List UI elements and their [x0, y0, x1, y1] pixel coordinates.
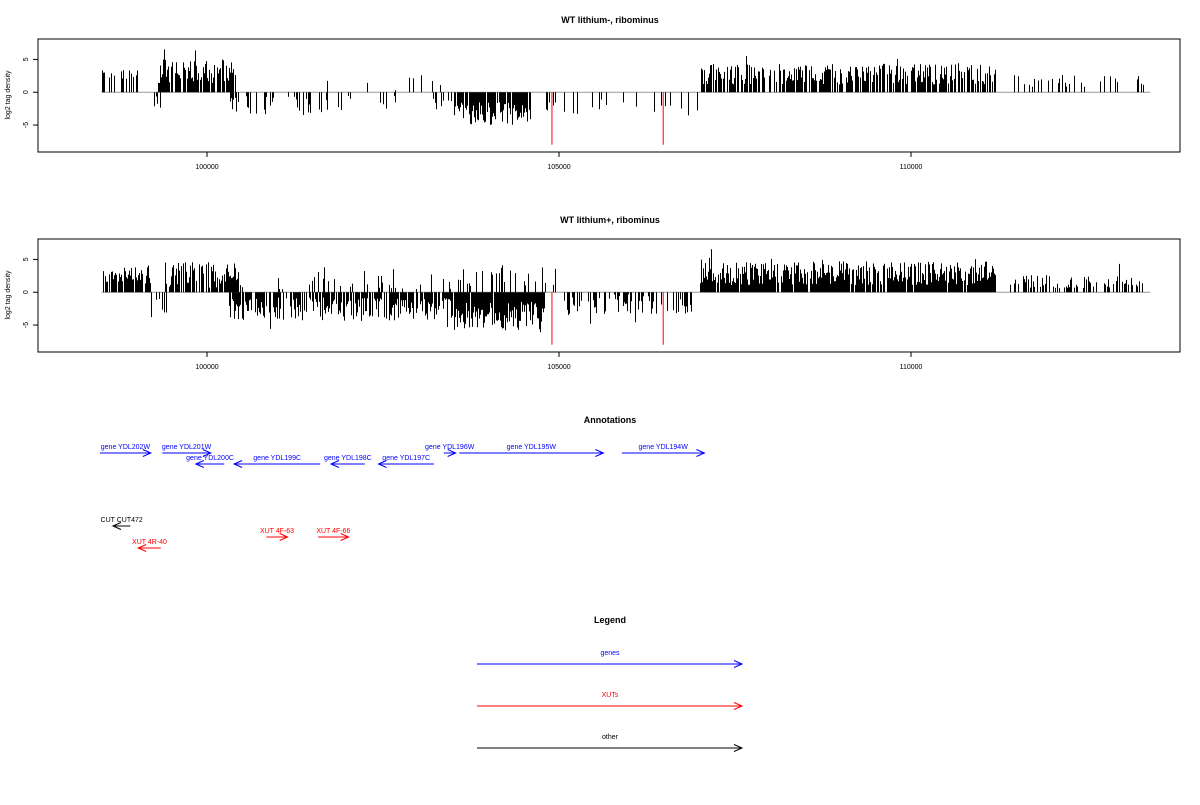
- annotation-arrow: [266, 533, 289, 541]
- annotations-section: Annotations gene YDL202W gene YDL201Wgene…: [100, 415, 706, 552]
- annotation-label: XUT 4R-40: [132, 539, 167, 546]
- y-axis: 5 0 -5: [23, 57, 38, 128]
- annotation-label: gene YDL200C: [186, 455, 234, 462]
- track-panel-lithium-plus: WT lithium+, ribominus 100000 105000 11000…: [5, 215, 1181, 371]
- y-tick-label: 5: [23, 257, 30, 261]
- x-tick-label: 110000: [900, 164, 923, 171]
- annotation-label: gene YDL198C: [324, 455, 372, 462]
- y-axis: 5 0 -5: [23, 257, 38, 328]
- annotation-items: gene YDL202W gene YDL201W gene YDL200C gene…: [100, 444, 706, 552]
- annotation-label: XUT 4F-66: [316, 528, 350, 535]
- y-tick-label: -5: [23, 322, 30, 328]
- annotation-arrow: [136, 544, 161, 552]
- annotation-label: gene YDL199C: [253, 455, 301, 462]
- annotation-arrow: [329, 460, 365, 468]
- annotation-arrow: [443, 449, 457, 457]
- plot-frame: [37, 38, 1181, 153]
- legend-label: other: [602, 734, 619, 741]
- annotation-label: CUT CUT472: [101, 517, 143, 524]
- plot-frame: [37, 238, 1181, 353]
- x-axis: 100000 105000 110000: [195, 352, 923, 371]
- legend-arrow: [477, 744, 744, 752]
- annotation-arrow: [111, 522, 131, 530]
- x-tick-label: 100000: [195, 364, 218, 371]
- legend: Legend genes XUTs other: [477, 615, 744, 752]
- annotation-label: gene YDL196W: [425, 444, 475, 451]
- legend-items: genes XUTs other: [477, 650, 744, 752]
- legend-arrow: [477, 702, 744, 710]
- x-axis: 100000 105000 110000: [195, 152, 923, 171]
- highlight-group: [551, 92, 664, 145]
- track-title: WT lithium+, ribominus: [560, 215, 660, 225]
- annotation-arrow: [194, 460, 225, 468]
- annotations-title: Annotations: [584, 415, 637, 425]
- annotation-arrow: [232, 460, 321, 468]
- annotation-label: XUT 4F-63: [260, 528, 294, 535]
- x-tick-label: 105000: [547, 164, 570, 171]
- annotation-arrow: [621, 449, 706, 457]
- annotation-arrow: [459, 449, 605, 457]
- legend-label: genes: [600, 650, 620, 657]
- x-tick-label: 105000: [547, 364, 570, 371]
- y-tick-label: 0: [23, 90, 30, 94]
- y-axis-label: log2 tag density: [5, 270, 12, 320]
- y-axis-label: log2 tag density: [5, 70, 12, 120]
- annotation-arrow: [377, 460, 434, 468]
- highlight-group: [551, 292, 664, 345]
- annotation-arrow: [100, 449, 153, 457]
- legend-title: Legend: [594, 615, 626, 625]
- x-tick-label: 110000: [900, 364, 923, 371]
- annotation-label: gene YDL202W: [101, 444, 151, 451]
- annotation-arrow: [318, 533, 350, 541]
- annotation-label: gene YDL197C: [382, 455, 430, 462]
- legend-label: XUTs: [602, 692, 619, 699]
- track-panel-lithium-minus: WT lithium-, ribominus 100000 105000 11000…: [5, 15, 1181, 171]
- track-title: WT lithium-, ribominus: [561, 15, 659, 25]
- annotation-label: gene YDL201W: [162, 444, 212, 451]
- bar-group: [101, 49, 1151, 125]
- bar-group: [101, 249, 1151, 333]
- y-tick-label: 5: [23, 57, 30, 61]
- x-tick-label: 100000: [195, 164, 218, 171]
- y-tick-label: 0: [23, 290, 30, 294]
- annotation-label: gene YDL195W: [507, 444, 557, 451]
- annotation-arrow: [162, 449, 213, 457]
- y-tick-label: -5: [23, 122, 30, 128]
- annotation-label: gene YDL194W: [639, 444, 689, 451]
- legend-arrow: [477, 660, 744, 668]
